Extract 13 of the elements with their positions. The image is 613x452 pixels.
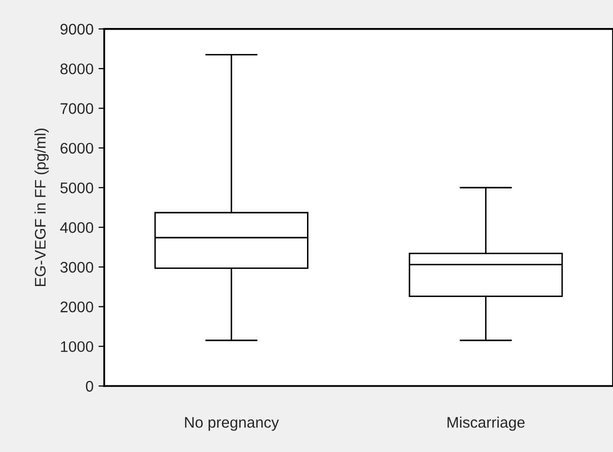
y-tick-label: 1000	[60, 341, 94, 352]
x-tick-label: Miscarriage	[448, 416, 525, 431]
y-tick-label: 3000	[60, 262, 94, 273]
y-tick-label: 2000	[60, 302, 94, 312]
y-tick-label: 0	[86, 380, 94, 392]
y-tick-label: 4000	[60, 222, 94, 233]
y-tick-label: 6000	[60, 142, 94, 154]
x-tick-label: No pregnancy	[185, 417, 279, 431]
y-tick-label: 8000	[60, 63, 94, 74]
y-tick-label: 7000	[60, 103, 94, 114]
y-axis-title: EG-VEGF in FF (pg/ml)	[34, 128, 49, 286]
y-tick-label: 5000	[60, 182, 94, 194]
y-tick-label: 9000	[60, 24, 94, 35]
